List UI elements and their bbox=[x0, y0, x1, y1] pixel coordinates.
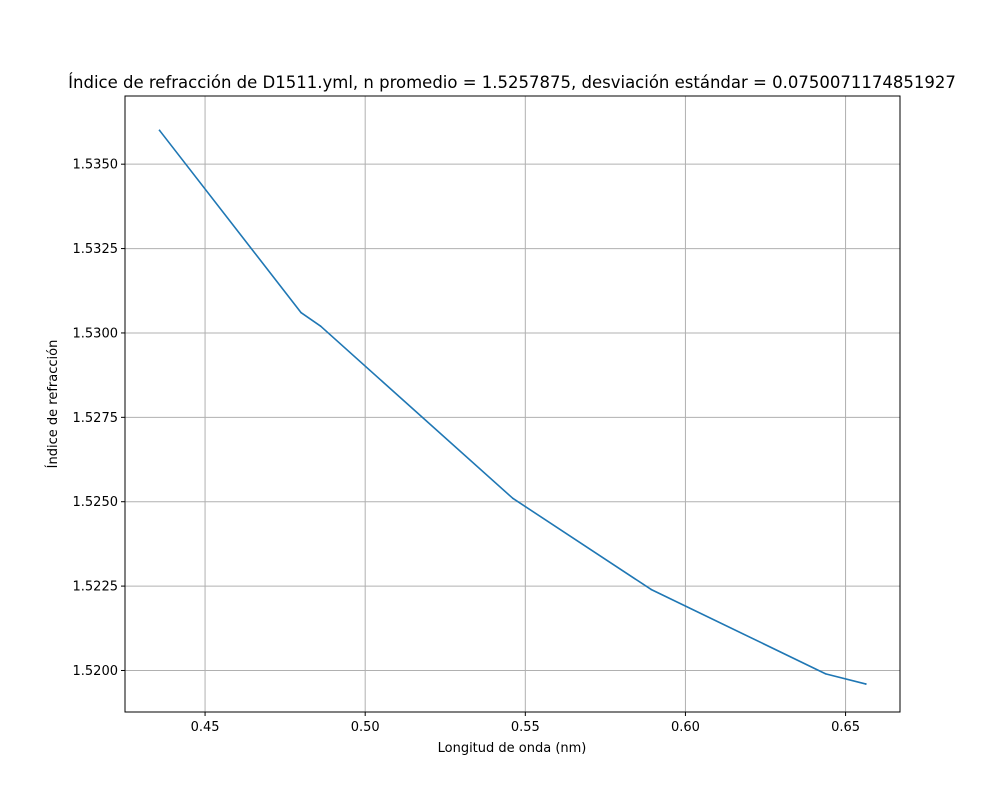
y-tick-label: 1.5275 bbox=[73, 411, 119, 426]
y-tick-label: 1.5325 bbox=[73, 242, 119, 257]
y-tick-label: 1.5200 bbox=[73, 664, 119, 679]
y-tick-label: 1.5250 bbox=[73, 495, 119, 510]
x-tick-label: 0.55 bbox=[511, 720, 540, 735]
axis-ticks: 0.45 0.50 0.55 0.60 0.65 1.5200 1.5225 1.5250 1.… bbox=[73, 158, 861, 735]
chart-title: Índice de refracción de D1511.yml, n pro… bbox=[68, 73, 956, 92]
grid bbox=[125, 96, 900, 712]
y-tick-label: 1.5350 bbox=[73, 158, 119, 173]
plot-area-frame bbox=[124, 95, 901, 713]
y-tick-label: 1.5225 bbox=[73, 580, 119, 595]
data-point bbox=[319, 325, 322, 327]
x-tick-label: 0.65 bbox=[831, 720, 860, 735]
x-tick-label: 0.60 bbox=[671, 720, 700, 735]
data-point bbox=[512, 497, 514, 500]
data-point bbox=[824, 673, 827, 675]
x-axis-label: Longitud de onda (nm) bbox=[438, 741, 587, 756]
series-layer bbox=[158, 129, 867, 685]
x-tick-label: 0.50 bbox=[351, 720, 380, 735]
y-axis-label: Índice de refracción bbox=[45, 340, 61, 469]
data-point bbox=[158, 129, 161, 132]
x-tick-label: 0.45 bbox=[191, 720, 220, 735]
y-tick-label: 1.5300 bbox=[73, 326, 119, 341]
data-point bbox=[864, 683, 867, 685]
data-point bbox=[650, 588, 652, 591]
data-point bbox=[300, 311, 302, 314]
